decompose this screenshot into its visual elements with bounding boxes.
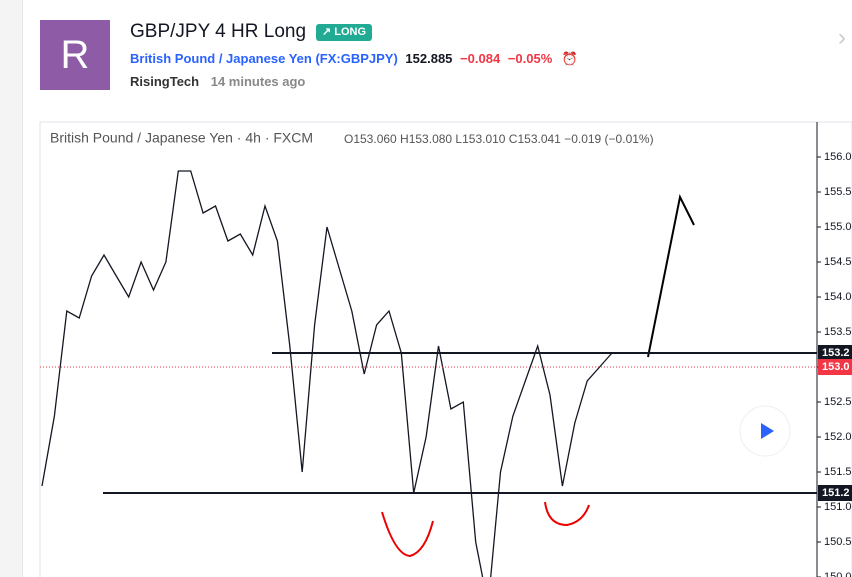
price: 152.885 [405,51,453,66]
drawn-curve [544,501,590,527]
y-tick-label: 154.0 [824,291,852,303]
drawn-arrow [647,193,695,358]
y-tick-label: 150.5 [824,536,852,548]
legend-symbol: British Pound / Japanese Yen · 4h · FXCM [50,130,313,146]
y-tick-label: 156.0 [824,151,852,163]
y-tick-label: 150.0 [824,571,852,577]
price-label: 153.2 [822,347,850,359]
symbol-code[interactable]: (FX:GBPJPY) [315,51,398,66]
time: 14 minutes ago [210,74,306,89]
y-tick-label: 152.0 [824,431,852,443]
drawn-curve [381,511,434,558]
y-tick-label: 155.5 [824,186,852,198]
badge-text: LONG [334,26,367,38]
author[interactable]: RisingTech [130,74,200,89]
idea-title: GBP/JPY 4 HR Long [130,21,307,42]
y-tick-label: 152.5 [824,396,852,408]
price-label-box [818,359,852,375]
symbol-name[interactable]: British Pound / Japanese Yen [130,51,312,66]
next-arrow[interactable]: › [838,24,846,51]
y-tick-label: 151.0 [824,501,852,513]
y-tick-label: 155.0 [824,221,852,233]
price-label-box [818,345,852,361]
price-label: 153.0 [822,361,850,373]
sidebar [0,0,23,577]
badge: ↗ LONG [316,24,373,41]
meta-row: RisingTech 14 minutes ago [130,74,305,89]
play-icon [761,423,774,439]
price-label: 151.2 [822,487,850,499]
change-pct: −0.05% [507,51,553,66]
y-tick-label: 151.5 [824,466,852,478]
legend-ohlc: O153.060 H153.080 L153.010 C153.041 −0.0… [344,132,654,146]
symbol-row: British Pound / Japanese Yen (FX:GBPJPY)… [130,51,578,67]
price-label-box [818,485,852,501]
alarm-icon[interactable]: ⏰ [561,51,579,66]
avatar[interactable]: R [40,20,110,90]
change: −0.084 [460,51,501,66]
y-tick-label: 153.5 [824,326,852,338]
y-tick-label: 154.5 [824,256,852,268]
price-line [41,170,613,577]
chart-frame [39,121,852,577]
